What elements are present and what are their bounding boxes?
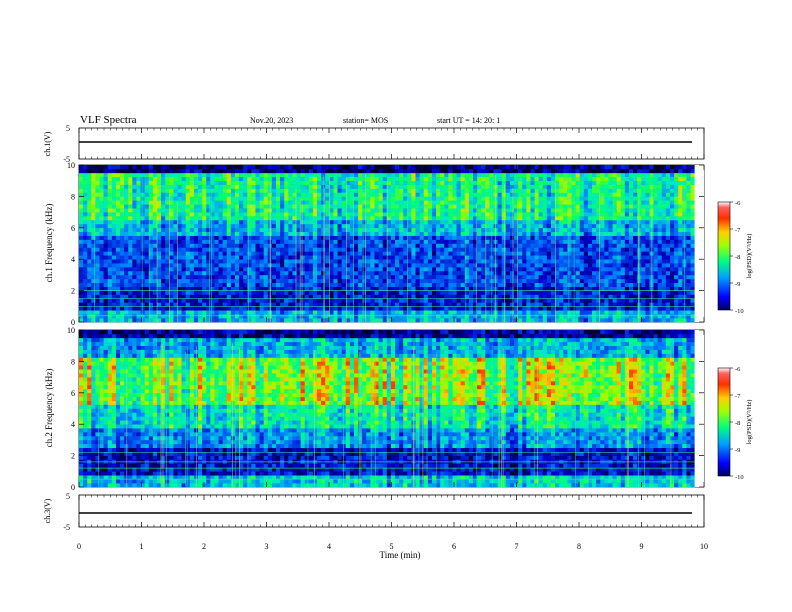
colorbar-tick--7: -7 [735,393,741,400]
ch3-voltage-ylabel: ch.3(V) [43,498,52,523]
colorbar-tick--7: -7 [735,227,741,234]
ch3-voltage-panel: 5 -5 ch.3(V) [43,492,705,532]
time-tick-9: 9 [640,542,644,551]
time-tick-8: 8 [577,542,581,551]
ch2-colorbar: -6 -7 -8 -9 -10 log(PSD)(V²/Hz) [717,366,753,481]
colorbar-tick--6: -6 [735,200,741,207]
ch1-colorbar: -6 -7 -8 -9 -10 log(PSD)(V²/Hz) [717,200,753,315]
colorbar-tick--10: -10 [735,474,744,481]
colorbar-tick--9: -9 [735,281,740,288]
time-axis-label: Time (min) [380,550,421,560]
ch1-ytick-5: 5 [66,124,70,133]
ch1-freq-tick-10: 10 [67,161,75,170]
time-tick-2: 2 [202,542,206,551]
ch2-spectrogram-panel: 0 2 4 6 8 10 ch.2 Frequency (kHz) [44,326,705,492]
colorbar-tick--9: -9 [735,447,740,454]
colorbar-gradient [717,367,731,477]
ch2-freq-tick-8: 8 [71,357,75,366]
ch1-spectrogram-ylabel: ch.1 Frequency (kHz) [44,204,54,283]
ch3-voltage-frame [78,494,705,528]
ch2-freq-tick-4: 4 [71,420,75,429]
ch2-spectrogram-ylabel: ch.2 Frequency (kHz) [44,369,54,448]
ch2-freq-tick-6: 6 [71,389,75,398]
time-tick-10: 10 [700,542,708,551]
ch1-freq-tick-2: 2 [71,287,75,296]
time-tick-1: 1 [140,542,144,551]
time-tick-7: 7 [515,542,519,551]
colorbar-tick--6: -6 [735,366,741,373]
ch1-freq-tick-0: 0 [71,318,75,327]
figure-title: VLF Spectra [80,114,137,126]
colorbar-tick--8: -8 [735,254,740,261]
ch1-freq-tick-6: 6 [71,224,75,233]
colorbar-tick--8: -8 [735,420,740,427]
colorbar-tick--10: -10 [735,308,744,315]
time-tick-4: 4 [327,542,331,551]
time-tick-5: 5 [390,542,394,551]
colorbar-label: log(PSD)(V²/Hz) [746,234,753,279]
time-axis: 0 1 2 3 4 5 6 7 8 9 10 [77,128,708,551]
ch1-freq-tick-8: 8 [71,192,75,201]
station-label: station= MOS [343,116,388,125]
ch1-spectrogram-image [79,165,704,323]
ch1-voltage-panel: 5 -5 ch.1(V) [43,124,705,164]
date-label: Nov.20, 2023 [250,116,293,125]
ch2-freq-tick-2: 2 [71,452,75,461]
colorbar-gradient [717,201,731,311]
time-tick-3: 3 [265,542,269,551]
colorbar-label: log(PSD)(V²/Hz) [746,400,753,445]
ch3-ytick-5: 5 [66,492,70,501]
ch2-freq-tick-0: 0 [71,483,75,492]
ch1-freq-tick-4: 4 [71,255,75,264]
ch1-ytick-neg5: -5 [63,155,70,164]
ch1-spectrogram-panel: 0 2 4 6 8 10 ch.1 Frequency (kHz) [44,161,705,327]
time-tick-0: 0 [77,542,81,551]
start-ut-label: start UT = 14: 20: 1 [437,116,500,125]
ch2-freq-tick-10: 10 [67,326,75,335]
time-tick-6: 6 [452,542,456,551]
ch3-ytick-neg5: -5 [63,523,70,532]
ch1-voltage-frame [78,127,705,160]
ch1-voltage-ylabel: ch.1(V) [43,131,52,156]
ch2-spectrogram-image [79,330,704,488]
